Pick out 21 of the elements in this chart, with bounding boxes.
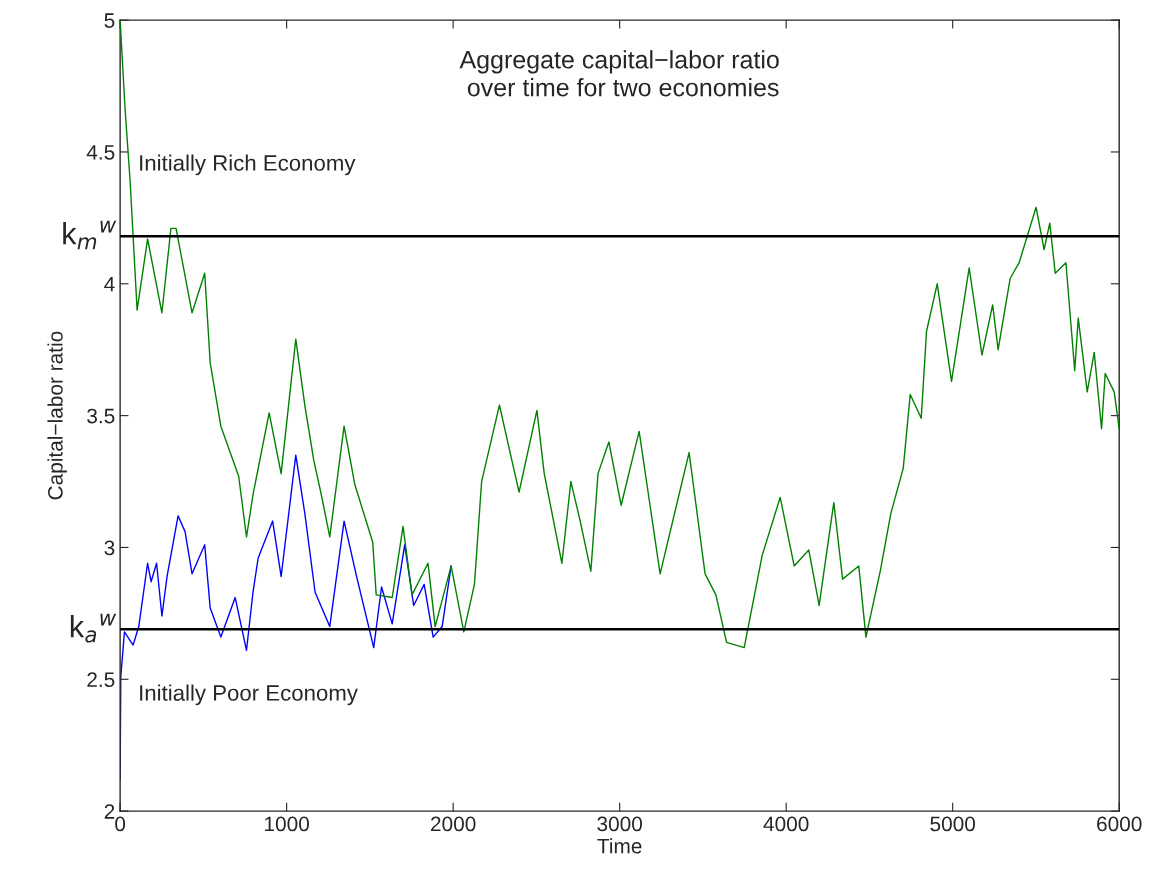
- y-tick-label: 5: [104, 13, 115, 28]
- x-tick-label: 6000: [1097, 816, 1142, 832]
- x-tick-label: 2000: [431, 816, 476, 832]
- y-tick-label: 2.5: [87, 672, 115, 688]
- annotation: Initially Poor Economy: [140, 684, 358, 706]
- x-tick-label: 1000: [265, 816, 309, 832]
- y-tick-label: 4: [104, 277, 115, 292]
- ref-line-label: k$_{m}$$^{w}$: [63, 220, 117, 250]
- text: Aggregate capital−labor ratio over time for two economies: [459, 50, 779, 97]
- y-tick-label: 2: [104, 804, 115, 819]
- ref-line-label: k$_{a}$$^{w}$: [70, 613, 117, 643]
- x-axis-title: Time: [597, 838, 642, 854]
- x-tick-label: 5000: [930, 816, 976, 832]
- y-tick-label: 4.5: [86, 145, 115, 160]
- annotation: Initially Rich Economy: [140, 154, 356, 176]
- x-tick-label: 3000: [597, 816, 643, 832]
- y-tick-label: 3.5: [87, 408, 115, 424]
- y-tick-label: 3: [104, 540, 115, 556]
- x-tick-label: 0: [115, 816, 126, 832]
- x-tick-label: 4000: [763, 816, 809, 832]
- y-axis-title: Capital−labor ratio: [47, 331, 67, 500]
